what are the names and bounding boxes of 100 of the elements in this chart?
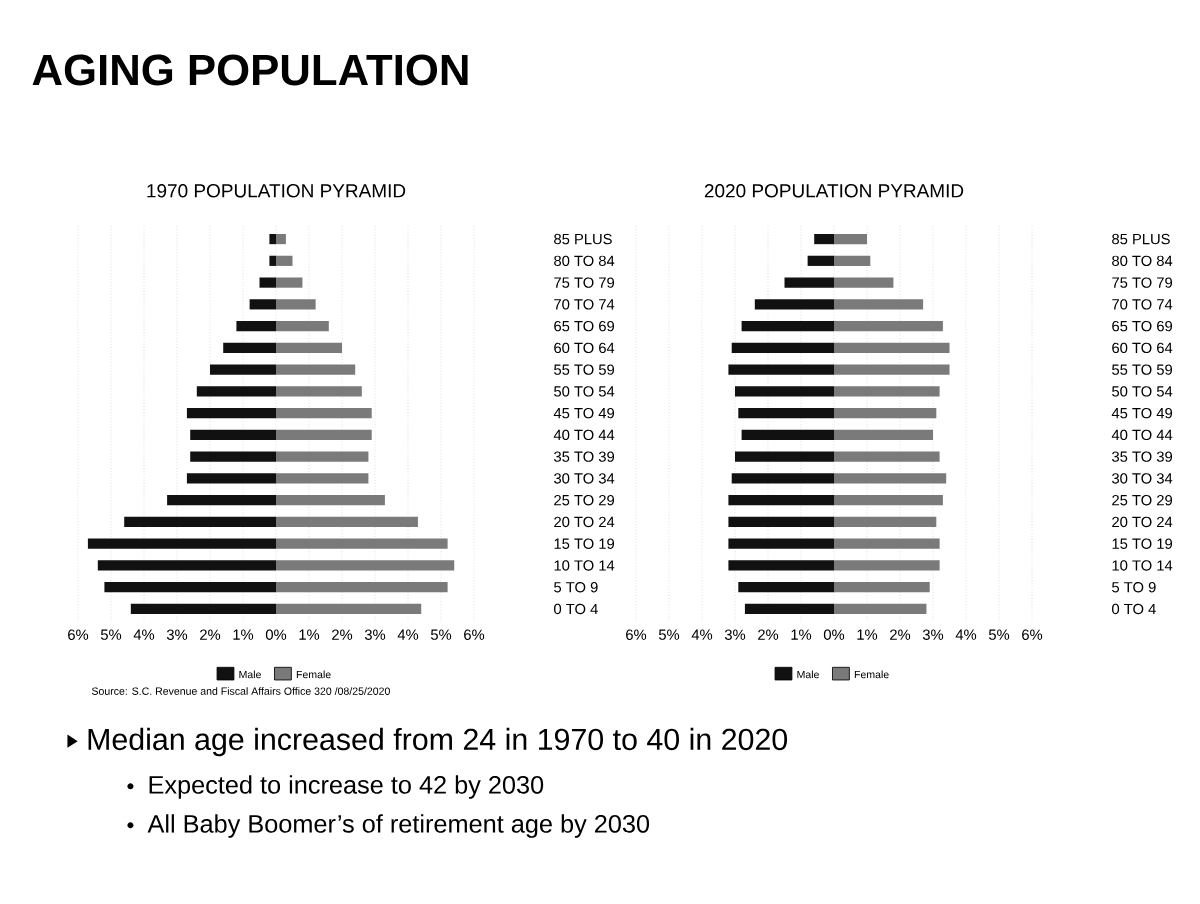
chart-title: 1970 POPULATION PYRAMID — [147, 184, 406, 198]
y-tick-label: 60 TO 64 — [554, 342, 615, 354]
bar — [728, 560, 835, 571]
y-tick-label: 80 TO 84 — [1112, 255, 1173, 267]
bar — [223, 342, 277, 353]
y-tick-label: 85 PLUS — [554, 233, 612, 245]
bar — [276, 473, 369, 484]
y-tick-label: 40 TO 44 — [553, 429, 615, 441]
y-tick-label: 75 TO 79 — [1112, 277, 1173, 288]
x-tick-label: 0% — [823, 629, 845, 640]
bar — [104, 582, 277, 593]
y-tick-label: 35 TO 39 — [1112, 451, 1173, 462]
bar — [269, 233, 277, 245]
bar — [276, 364, 356, 375]
bar — [834, 408, 937, 419]
bar — [276, 516, 418, 528]
bar — [276, 233, 286, 245]
bar — [834, 299, 924, 310]
y-tick-label: 85 PLUS — [1112, 233, 1170, 245]
text: Expected to increase to 42 by 2030 — [149, 775, 544, 799]
y-tick-label: 5 TO 9 — [554, 582, 598, 593]
text: Median age increased from 24 in 1970 to 40 in 2020 — [88, 727, 788, 757]
x-tick-label: 1% — [299, 629, 320, 640]
x-tick-label: 2% — [890, 629, 911, 640]
bar — [276, 408, 372, 419]
x-tick-label: 3% — [922, 629, 944, 640]
bar — [186, 473, 277, 484]
x-tick-label: 5% — [658, 629, 680, 640]
bar — [167, 495, 277, 506]
bar — [276, 538, 448, 549]
bar — [814, 233, 835, 245]
bar — [124, 516, 277, 528]
bar — [276, 386, 362, 397]
bar — [276, 429, 372, 440]
bar — [210, 364, 277, 375]
bar — [276, 495, 385, 506]
bar — [728, 516, 835, 528]
y-tick-label: 35 TO 39 — [554, 451, 615, 462]
y-tick-label: 5 TO 9 — [1112, 582, 1156, 593]
x-tick-label: 6% — [1022, 629, 1043, 640]
bar — [259, 277, 277, 288]
y-tick-label: 60 TO 64 — [1112, 342, 1173, 354]
bar — [834, 277, 894, 288]
bar — [738, 408, 835, 419]
bar — [834, 495, 943, 506]
bar — [834, 560, 940, 571]
x-tick-label: 6% — [464, 629, 485, 640]
bar — [728, 538, 835, 549]
bar — [744, 603, 835, 615]
y-tick-label: 10 TO 14 — [554, 560, 615, 571]
bar — [834, 342, 950, 353]
bar — [735, 451, 835, 462]
x-tick-label: 4% — [691, 629, 713, 640]
bar — [834, 429, 934, 440]
x-tick-label: 1% — [857, 629, 878, 640]
bar — [276, 299, 316, 310]
bar — [97, 560, 277, 571]
y-tick-label: 50 TO 54 — [1112, 386, 1173, 397]
y-tick-label: 0 TO 4 — [554, 603, 598, 615]
y-tick-label: 40 TO 44 — [1111, 429, 1173, 441]
y-tick-label: 15 TO 19 — [554, 538, 615, 549]
bar — [741, 321, 835, 332]
bar — [236, 321, 277, 332]
bar — [731, 473, 835, 484]
y-tick-label: 20 TO 24 — [1112, 516, 1173, 528]
x-tick-label: 3% — [364, 629, 386, 640]
x-tick-label: 2% — [758, 629, 779, 640]
y-tick-label: 45 TO 49 — [553, 407, 615, 419]
bar — [735, 386, 835, 397]
x-tick-label: 1% — [791, 629, 812, 640]
text: All Baby Boomer’s of retirement age by 2030 — [147, 814, 650, 838]
bar — [834, 233, 868, 245]
x-tick-label: 1% — [233, 629, 254, 640]
bar — [834, 473, 947, 484]
bar — [834, 516, 937, 528]
source-note: Source: S.C. Revenue and Fiscal Affairs Office 320 /08/25/2020 — [91, 687, 390, 695]
y-tick-label: 30 TO 34 — [1112, 473, 1173, 484]
y-tick-label: 65 TO 69 — [554, 320, 615, 332]
y-tick-label: 50 TO 54 — [554, 386, 615, 397]
y-tick-label: 15 TO 19 — [1112, 538, 1173, 549]
x-tick-label: 0% — [265, 629, 287, 640]
bar — [834, 451, 940, 462]
bar — [807, 255, 835, 266]
x-tick-label: 2% — [200, 629, 221, 640]
bar — [738, 582, 835, 593]
bar — [834, 321, 943, 332]
chart-title: 2020 POPULATION PYRAMID — [704, 184, 964, 198]
bar — [728, 495, 835, 506]
x-tick-label: 2% — [332, 629, 353, 640]
x-tick-label: 4% — [955, 629, 977, 640]
bar — [834, 538, 940, 549]
bar — [276, 582, 448, 593]
bar — [834, 364, 950, 375]
bar — [186, 408, 277, 419]
y-tick-label: 75 TO 79 — [554, 277, 615, 288]
x-tick-label: 3% — [724, 629, 746, 640]
bar — [728, 364, 835, 375]
bar — [276, 277, 303, 288]
y-tick-label: 80 TO 84 — [554, 255, 615, 267]
x-tick-label: 3% — [166, 629, 188, 640]
